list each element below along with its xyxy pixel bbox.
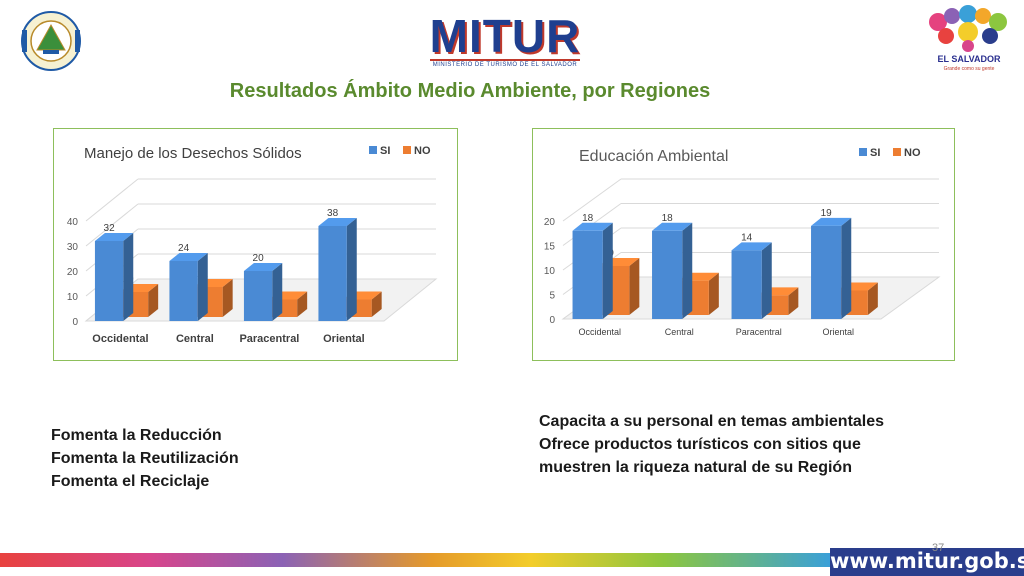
y-tick-label: 10 bbox=[67, 292, 79, 303]
bar-side bbox=[197, 253, 208, 321]
bar-si bbox=[572, 230, 603, 319]
x-tick-label: Central bbox=[665, 327, 694, 337]
y-tick-label: 40 bbox=[67, 217, 79, 228]
bar-si bbox=[318, 226, 347, 321]
x-tick-label: Occidental bbox=[92, 333, 148, 345]
bar-top bbox=[572, 222, 613, 231]
y-tick-label: 30 bbox=[67, 242, 79, 253]
bar-side bbox=[297, 291, 308, 317]
bar-side bbox=[346, 218, 357, 321]
bar-side bbox=[867, 282, 878, 315]
chart-title: Educación Ambiental bbox=[579, 148, 728, 165]
page-number: 37 bbox=[932, 542, 945, 554]
bar-top bbox=[169, 253, 208, 261]
bar-top bbox=[94, 233, 134, 241]
page-title: Resultados Ámbito Medio Ambiente, por Re… bbox=[229, 80, 711, 102]
bar-side bbox=[272, 263, 283, 321]
el-salvador-tagline: Grande como su gente bbox=[943, 66, 995, 72]
x-tick-label: Oriental bbox=[323, 333, 365, 345]
x-tick-label: Occidental bbox=[578, 327, 621, 337]
gridline-depth bbox=[562, 178, 622, 222]
bar-top bbox=[652, 222, 693, 231]
data-label: 32 bbox=[104, 223, 116, 234]
x-tick-label: Paracentral bbox=[736, 327, 782, 337]
y-tick-label: 20 bbox=[544, 217, 556, 228]
bar-side bbox=[761, 242, 772, 319]
legend-label: SI bbox=[380, 145, 390, 157]
right-text-line: Ofrece productos turísticos con sitios q… bbox=[539, 436, 861, 453]
mitur-logo: MITUR MINISTERIO DE TURISMO DE EL SALVAD… bbox=[410, 10, 600, 68]
legend-label: NO bbox=[414, 145, 431, 157]
bar-top bbox=[243, 263, 283, 271]
data-label: 19 bbox=[821, 208, 833, 219]
bar-side bbox=[371, 291, 382, 317]
data-label: 14 bbox=[741, 232, 753, 243]
bar-top bbox=[318, 218, 357, 226]
data-label: 20 bbox=[253, 253, 265, 264]
bar-side bbox=[123, 233, 134, 321]
chart-desechos-solidos-svg: 0 10 20 30 40 Manejo de los Desechos Sólidos S… bbox=[67, 145, 438, 345]
footer-color-stripe bbox=[0, 553, 830, 567]
bar-top bbox=[811, 217, 852, 226]
bar-side bbox=[841, 217, 852, 319]
bar-si bbox=[811, 225, 842, 319]
mitur-logo-bar bbox=[430, 59, 580, 61]
bar-side bbox=[708, 272, 719, 315]
data-label: 18 bbox=[662, 213, 674, 224]
bar-side bbox=[629, 258, 640, 315]
footer-url[interactable]: www.mitur.gob.sv bbox=[830, 548, 1024, 576]
legend-label: NO bbox=[904, 147, 921, 159]
el-salvador-brand-logo: EL SALVADOR Grande como su gente bbox=[920, 4, 1018, 76]
x-tick-label: Central bbox=[176, 333, 214, 345]
mitur-logo-text: MITUR bbox=[429, 10, 581, 62]
left-text-line: Fomenta la Reutilización bbox=[51, 450, 239, 467]
data-label: 18 bbox=[582, 213, 594, 224]
bar-si bbox=[94, 241, 124, 321]
chart-desechos-solidos: 0 10 20 30 40 Manejo de los Desechos Sólidos S… bbox=[53, 128, 458, 361]
chart-title: Manejo de los Desechos Sólidos bbox=[84, 145, 302, 162]
legend-swatch bbox=[893, 148, 901, 156]
bar-si bbox=[169, 261, 198, 321]
left-text-line: Fomenta el Reciclaje bbox=[51, 473, 210, 490]
bar-side bbox=[148, 284, 159, 317]
bar-si bbox=[652, 230, 683, 319]
right-text-line: Capacita a su personal en temas ambienta… bbox=[539, 413, 885, 430]
gridline-depth bbox=[85, 203, 139, 247]
bar-side bbox=[222, 279, 233, 317]
y-tick-label: 5 bbox=[549, 291, 555, 302]
legend-swatch bbox=[369, 146, 377, 154]
bar-top bbox=[731, 242, 772, 251]
bar-si bbox=[243, 271, 273, 321]
gridline-depth bbox=[85, 178, 139, 222]
y-tick-label: 0 bbox=[72, 317, 78, 328]
y-tick-label: 10 bbox=[544, 266, 556, 277]
bar-side bbox=[602, 222, 613, 319]
legend-swatch bbox=[403, 146, 411, 154]
right-text-line: muestren la riqueza natural de su Región bbox=[539, 459, 852, 476]
left-text-block: Fomenta la Reducción Fomenta la Reutiliz… bbox=[51, 424, 239, 493]
left-text-line: Fomenta la Reducción bbox=[51, 427, 222, 444]
data-label: 24 bbox=[178, 243, 190, 254]
legend-swatch bbox=[859, 148, 867, 156]
x-tick-label: Oriental bbox=[822, 327, 854, 337]
y-tick-label: 20 bbox=[67, 267, 79, 278]
bar-si bbox=[731, 250, 762, 319]
bar-side bbox=[682, 222, 693, 319]
y-tick-label: 0 bbox=[549, 315, 555, 326]
bar-side bbox=[788, 287, 799, 315]
coat-of-arms-logo bbox=[8, 10, 94, 72]
legend-label: SI bbox=[870, 147, 880, 159]
el-salvador-brand-text: EL SALVADOR bbox=[937, 54, 1001, 64]
data-label: 38 bbox=[327, 208, 339, 219]
mitur-logo-subtitle: MINISTERIO DE TURISMO DE EL SALVADOR bbox=[432, 62, 578, 68]
y-tick-label: 15 bbox=[544, 242, 556, 253]
right-text-block: Capacita a su personal en temas ambienta… bbox=[539, 410, 884, 479]
x-tick-label: Paracentral bbox=[239, 333, 299, 345]
